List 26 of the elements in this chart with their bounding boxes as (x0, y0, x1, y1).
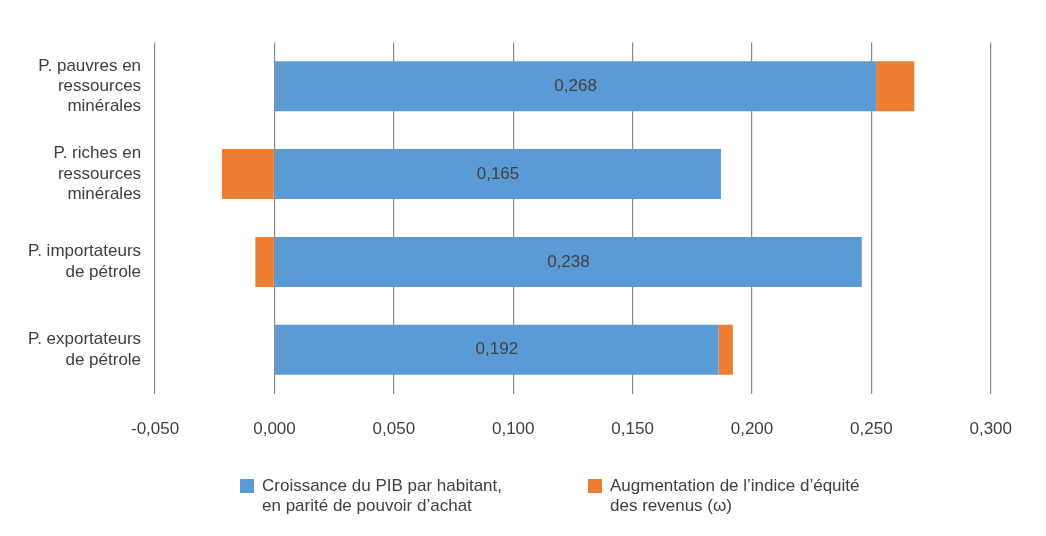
y-tick-label: P. riches en ressources minérales (53, 143, 142, 204)
x-tick-label: 0,000 (253, 419, 296, 439)
total-label: 0,238 (547, 251, 590, 271)
y-tick-label: P. importateurs de pétrole (28, 241, 142, 281)
x-tick-label: -0,050 (130, 419, 180, 439)
y-tick-label: P. exportateurs de pétrole (28, 329, 142, 369)
total-label: 0,192 (475, 339, 519, 359)
legend-label: Croissance du PIB par habitant, en parité de pouvoir d’achat (262, 476, 504, 517)
bar (275, 236, 862, 287)
bar (718, 324, 733, 375)
bar (275, 324, 719, 375)
x-tick-label: 0,100 (491, 419, 535, 439)
total-label: 0,165 (476, 163, 520, 183)
bar (255, 236, 274, 287)
x-tick-label: 0,050 (372, 419, 416, 439)
x-tick-label: 0,200 (730, 419, 774, 439)
bar (221, 149, 274, 200)
total-label: 0,268 (554, 75, 597, 95)
bar (275, 61, 877, 112)
x-tick-label: 0,250 (850, 419, 893, 439)
legend-label: Augmentation de l’indice d’équité des revenus (ω) (610, 476, 861, 517)
x-tick-label: 0,150 (611, 419, 654, 439)
bar (876, 61, 915, 112)
x-tick-label: 0,300 (969, 419, 1012, 439)
bar (275, 149, 721, 200)
y-tick-label: P. pauvres en ressources minérales (38, 55, 142, 116)
